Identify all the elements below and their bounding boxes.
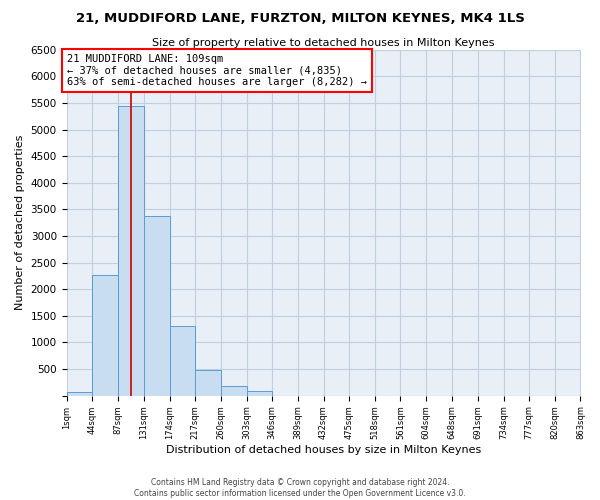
Bar [221, 386, 247, 396]
Text: 21, MUDDIFORD LANE, FURZTON, MILTON KEYNES, MK4 1LS: 21, MUDDIFORD LANE, FURZTON, MILTON KEYN… [76, 12, 524, 26]
X-axis label: Distribution of detached houses by size in Milton Keynes: Distribution of detached houses by size … [166, 445, 481, 455]
Bar [92, 275, 118, 396]
Y-axis label: Number of detached properties: Number of detached properties [15, 135, 25, 310]
Text: Contains HM Land Registry data © Crown copyright and database right 2024.
Contai: Contains HM Land Registry data © Crown c… [134, 478, 466, 498]
Bar [144, 216, 170, 396]
Text: 21 MUDDIFORD LANE: 109sqm
← 37% of detached houses are smaller (4,835)
63% of se: 21 MUDDIFORD LANE: 109sqm ← 37% of detac… [67, 54, 367, 87]
Title: Size of property relative to detached houses in Milton Keynes: Size of property relative to detached ho… [152, 38, 495, 48]
Bar [67, 392, 92, 396]
Bar [170, 326, 196, 396]
Bar [196, 370, 221, 396]
Bar [247, 391, 272, 396]
Bar [118, 106, 144, 396]
